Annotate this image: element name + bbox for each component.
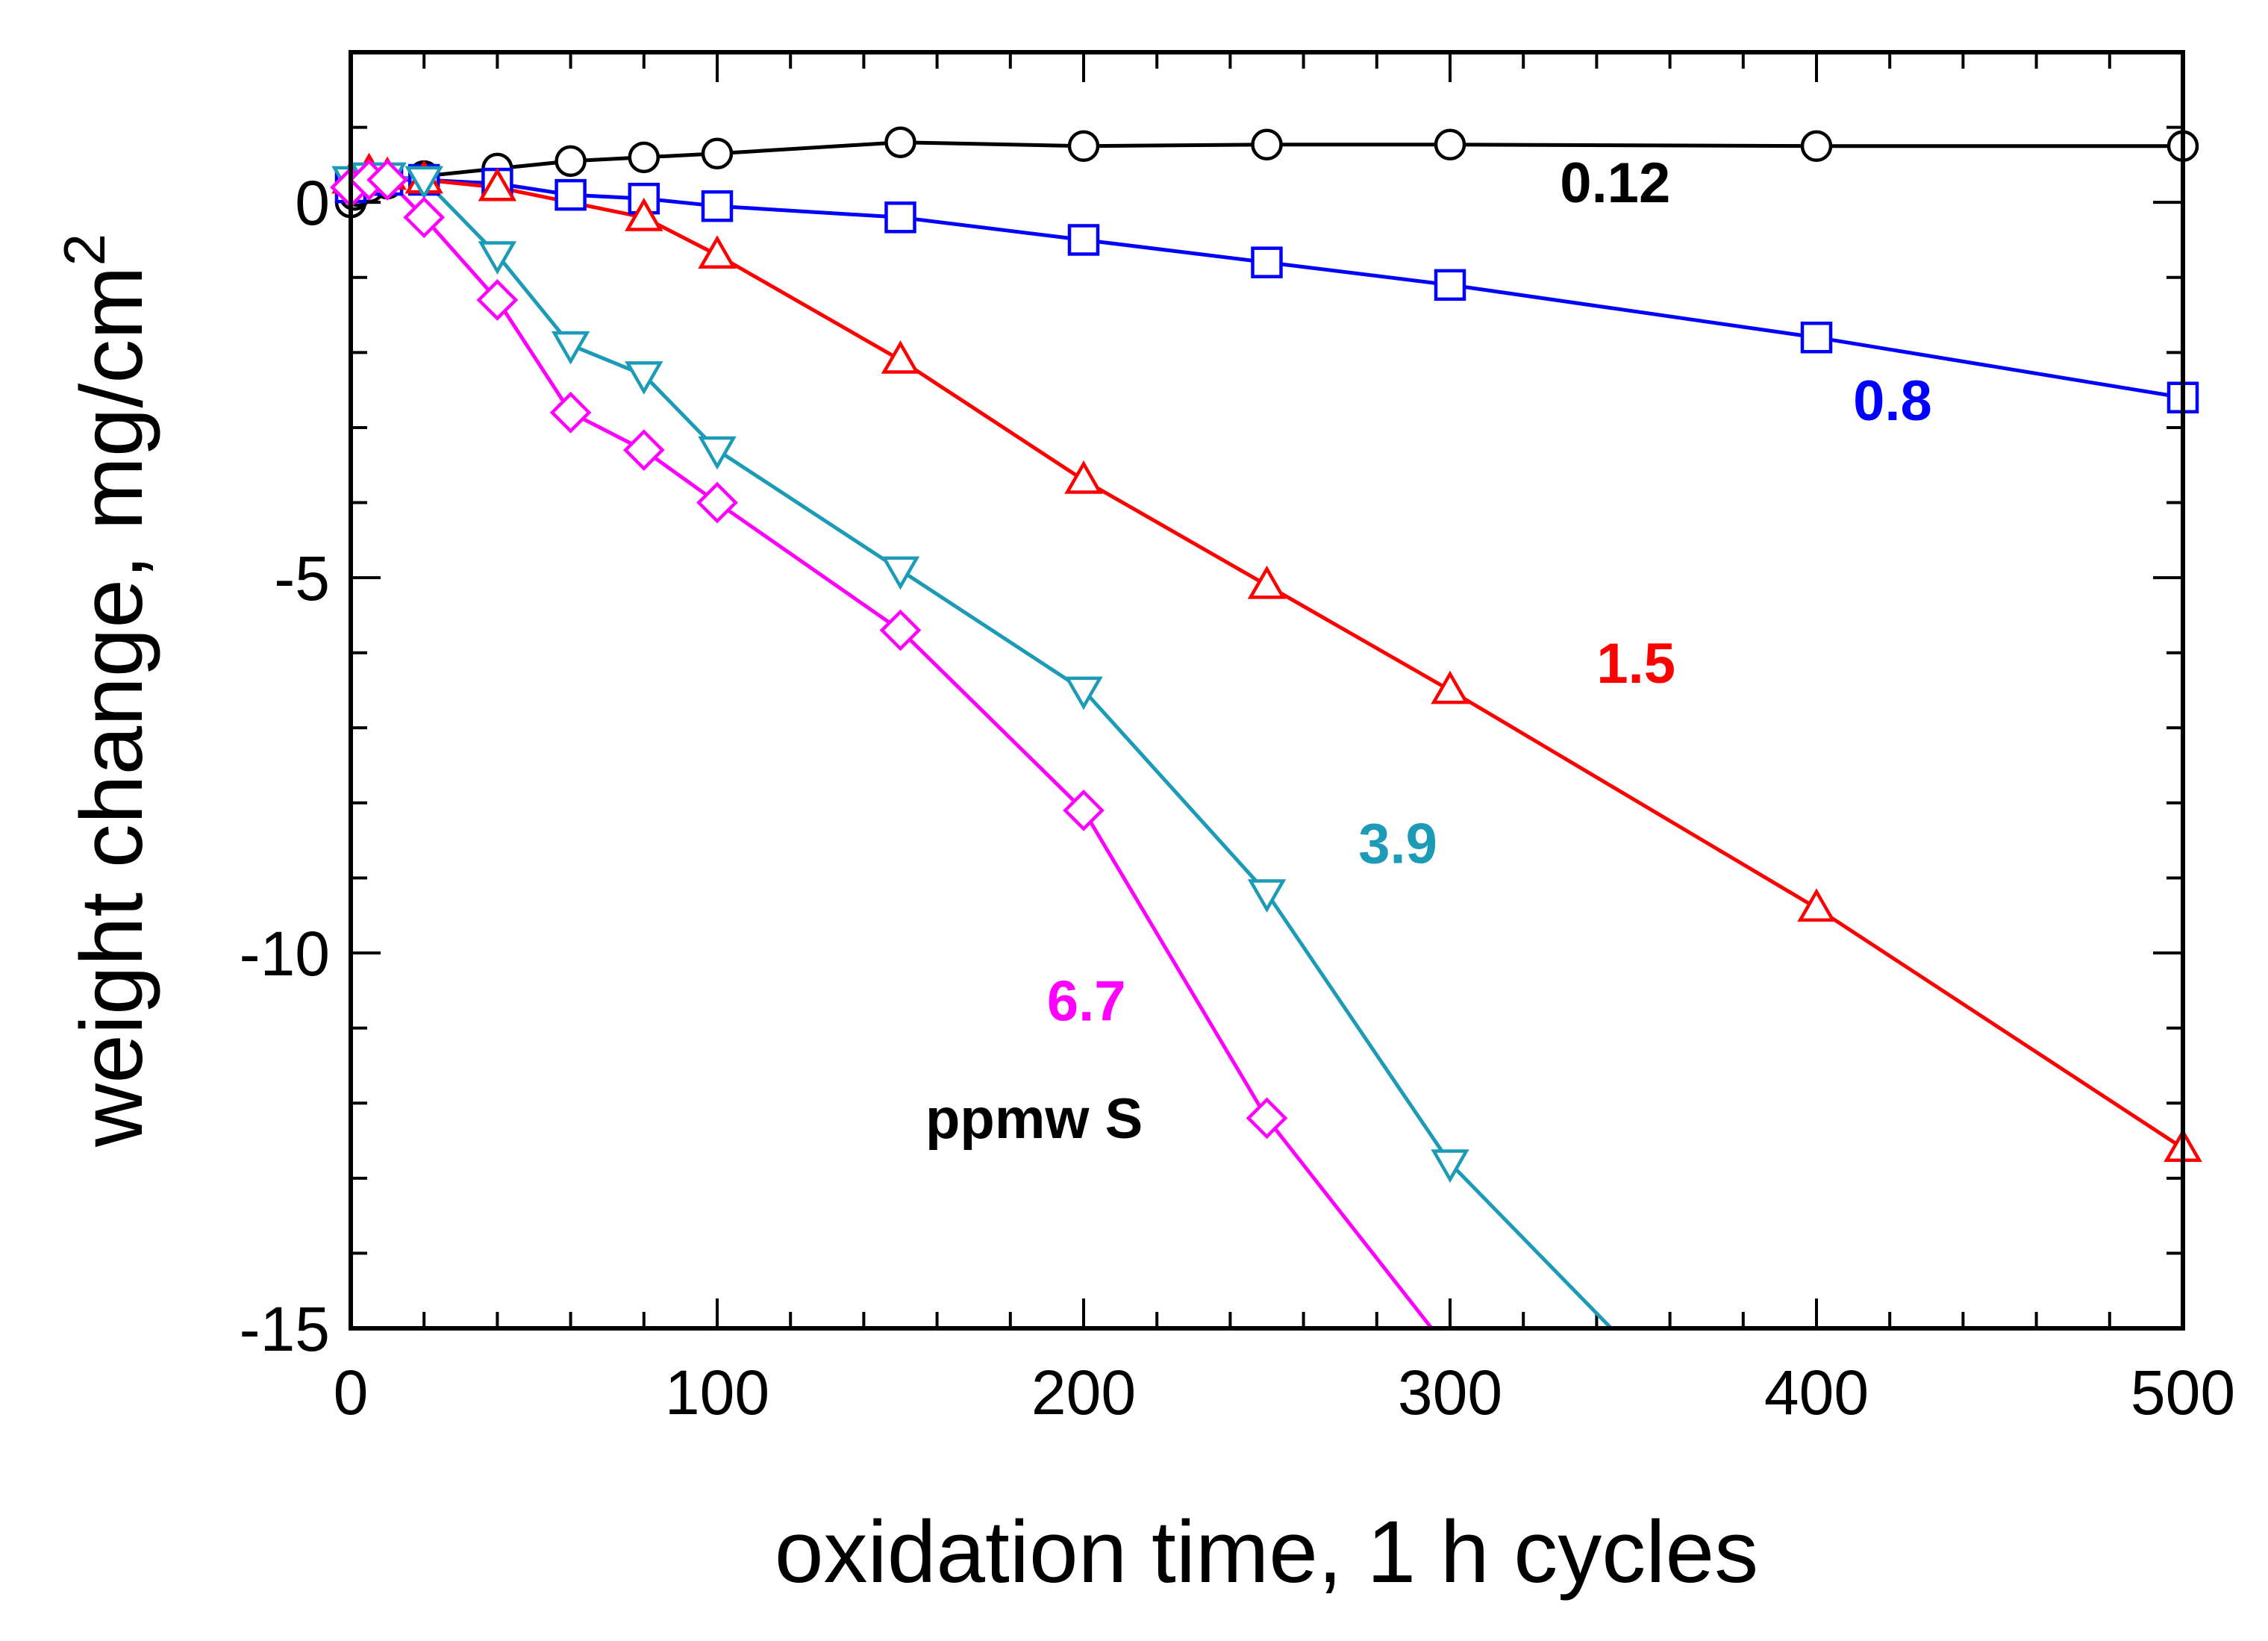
data-point-triangle-down bbox=[1247, 879, 1287, 913]
x-tick-label: 300 bbox=[1398, 1357, 1502, 1428]
data-point-diamond bbox=[622, 429, 665, 471]
x-axis-title: oxidation time, 1 h cycles bbox=[775, 1503, 1758, 1601]
y-tick-labels: 0 -5 -10 -15 bbox=[240, 168, 330, 1364]
series-label-1-5: 1.5 bbox=[1596, 632, 1675, 696]
data-point-triangle-up bbox=[1247, 565, 1287, 599]
x-tick-label: 400 bbox=[1764, 1357, 1869, 1428]
data-point-circle bbox=[1800, 130, 1833, 162]
data-point-diamond bbox=[549, 391, 592, 434]
series-label-3-9: 3.9 bbox=[1358, 812, 1437, 875]
data-point-triangle-up bbox=[1431, 670, 1469, 704]
data-point-triangle-down bbox=[698, 436, 737, 470]
data-point-diamond bbox=[403, 196, 446, 239]
data-point-circle bbox=[1067, 130, 1100, 162]
data-point-triangle-down bbox=[881, 556, 920, 590]
data-point-circle bbox=[1434, 128, 1466, 160]
y-tick-label: 0 bbox=[295, 168, 330, 238]
series-label-0-12: 0.12 bbox=[1560, 151, 1670, 215]
x-tick-label: 500 bbox=[2131, 1357, 2235, 1428]
data-point-square bbox=[554, 178, 587, 211]
minor-ticks bbox=[351, 51, 2183, 1328]
series-label-0-8: 0.8 bbox=[1853, 369, 1932, 433]
data-point-square bbox=[1800, 321, 1833, 354]
x-tick-label: 100 bbox=[665, 1357, 769, 1428]
data-point-diamond bbox=[696, 481, 738, 524]
data-point-square bbox=[1067, 224, 1100, 256]
data-point-circle bbox=[884, 126, 916, 158]
series-labels: 0.12 0.8 1.5 3.9 6.7 bbox=[1047, 151, 1932, 1033]
data-point-triangle-down bbox=[551, 331, 590, 365]
data-point-triangle-up bbox=[1797, 888, 1836, 922]
y-axis-title: weight change, mg/cm2 bbox=[51, 234, 161, 1148]
series-group bbox=[351, 140, 2183, 1328]
data-point-circle bbox=[628, 141, 660, 174]
data-point-triangle-up bbox=[881, 340, 920, 374]
data-point-triangle-up bbox=[698, 235, 737, 269]
data-point-diamond bbox=[476, 279, 519, 321]
y-axis-title-superscript: 2 bbox=[51, 234, 117, 266]
data-point-square bbox=[884, 201, 916, 234]
data-point-triangle-up bbox=[625, 197, 663, 231]
data-point-triangle-up bbox=[1064, 460, 1103, 494]
data-point-circle bbox=[701, 137, 734, 170]
data-point-diamond bbox=[1063, 790, 1105, 831]
y-tick-label: -5 bbox=[274, 543, 330, 613]
data-point-triangle-down bbox=[1064, 676, 1103, 710]
series-line-1-5 bbox=[351, 170, 2183, 1150]
x-tick-label: 0 bbox=[334, 1357, 369, 1428]
data-point-triangle-down bbox=[478, 241, 517, 275]
ppmw-annotation: ppmw S bbox=[925, 1087, 1143, 1151]
y-tick-label: -10 bbox=[240, 919, 330, 989]
series-line-6-7 bbox=[351, 178, 1434, 1328]
y-axis-title-main: weight change, mg/cm bbox=[63, 266, 161, 1148]
x-tick-label: 200 bbox=[1031, 1357, 1136, 1428]
data-point-square bbox=[1434, 269, 1466, 301]
series-line-3-9 bbox=[351, 174, 1613, 1328]
y-tick-label: -15 bbox=[240, 1294, 330, 1364]
data-point-circle bbox=[1251, 128, 1283, 160]
plot-frame bbox=[349, 50, 2185, 1331]
data-point-triangle-down bbox=[404, 166, 443, 200]
data-point-triangle-up bbox=[478, 167, 517, 201]
data-point-square bbox=[1251, 246, 1283, 278]
x-tick-labels: 0 100 200 300 400 500 bbox=[334, 1357, 2235, 1428]
data-point-diamond bbox=[879, 609, 922, 651]
data-point-diamond bbox=[1246, 1097, 1288, 1140]
data-point-square bbox=[701, 190, 734, 222]
series-markers bbox=[330, 126, 2202, 1184]
data-point-triangle-down bbox=[625, 361, 663, 395]
data-point-diamond bbox=[366, 159, 408, 201]
data-point-circle bbox=[554, 145, 587, 178]
data-point-triangle-down bbox=[1431, 1149, 1469, 1184]
series-label-6-7: 6.7 bbox=[1047, 970, 1126, 1034]
